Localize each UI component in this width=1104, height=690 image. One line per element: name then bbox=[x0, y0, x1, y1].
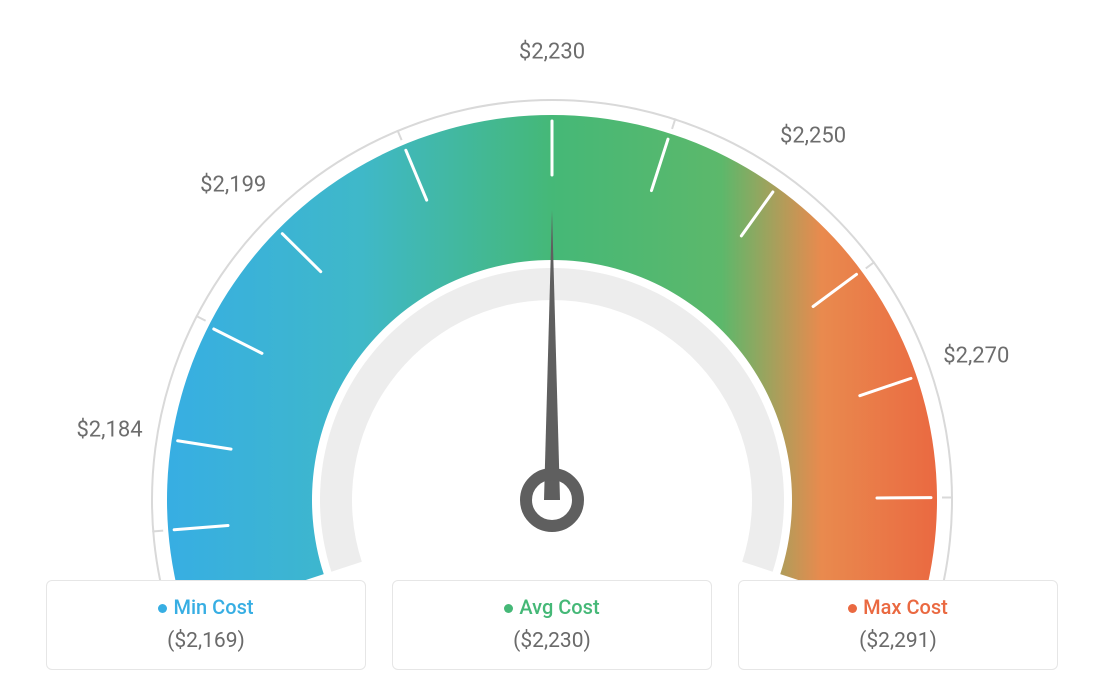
legend-title-max: Max Cost bbox=[757, 595, 1039, 619]
legend-title-min-text: Min Cost bbox=[173, 595, 253, 619]
legend-card-avg: Avg Cost ($2,230) bbox=[392, 580, 712, 670]
legend-title-min: Min Cost bbox=[65, 595, 347, 619]
gauge-tick-label: $2,199 bbox=[200, 173, 266, 198]
gauge-tick-label: $2,270 bbox=[943, 344, 1009, 369]
legend-title-avg-text: Avg Cost bbox=[519, 595, 599, 619]
gauge-tick-label: $2,250 bbox=[780, 123, 846, 148]
gauge-tick-label: $2,184 bbox=[76, 417, 142, 442]
legend-row: Min Cost ($2,169) Avg Cost ($2,230) Max … bbox=[0, 580, 1104, 670]
legend-card-max: Max Cost ($2,291) bbox=[738, 580, 1058, 670]
legend-title-avg: Avg Cost bbox=[411, 595, 693, 619]
legend-dot-max bbox=[848, 604, 857, 613]
gauge-svg bbox=[0, 20, 1104, 580]
legend-value-max: ($2,291) bbox=[757, 629, 1039, 653]
legend-dot-avg bbox=[504, 604, 513, 613]
legend-card-min: Min Cost ($2,169) bbox=[46, 580, 366, 670]
legend-value-min: ($2,169) bbox=[65, 629, 347, 653]
legend-value-avg: ($2,230) bbox=[411, 629, 693, 653]
gauge-chart: $2,169$2,184$2,199$2,230$2,250$2,270$2,2… bbox=[0, 0, 1104, 560]
gauge-tick-label: $2,230 bbox=[519, 40, 585, 65]
legend-title-max-text: Max Cost bbox=[863, 595, 948, 619]
legend-dot-min bbox=[158, 604, 167, 613]
